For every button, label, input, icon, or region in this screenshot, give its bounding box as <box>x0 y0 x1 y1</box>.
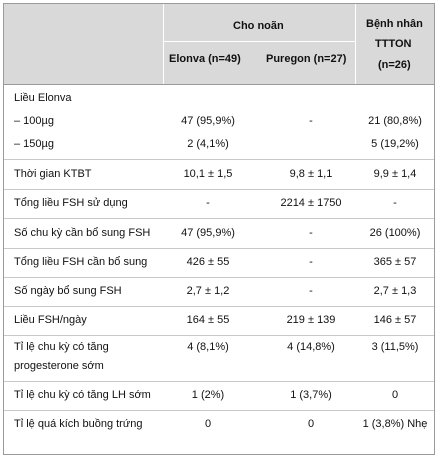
cell-elonva: 164 ± 55 <box>186 314 230 326</box>
header-group-label: Cho noãn <box>233 20 284 32</box>
header-elonva: Elonva (n=49) <box>169 53 241 65</box>
cell-patient: - <box>393 197 397 209</box>
row-label: Số ngày bổ sung FSH <box>14 285 122 297</box>
row-divider <box>4 410 434 411</box>
row-label: Tỉ lệ quá kích buồng trứng <box>14 418 143 430</box>
header-divider <box>163 4 164 84</box>
cell-elonva: 10,1 ± 1,5 <box>183 168 233 180</box>
cell-puregon: 219 ± 139 <box>286 314 336 326</box>
row-label: Tổng liều FSH sử dụng <box>14 197 128 209</box>
cell-puregon: - <box>309 256 313 268</box>
cell-elonva: 2,7 ± 1,2 <box>186 285 230 297</box>
header-patient-line3: (n=26) <box>378 59 411 71</box>
row-label-line2: progesterone sớm <box>14 360 104 372</box>
cell-patient: 21 (80,8%) <box>368 115 422 127</box>
cell-patient: 1 (3,8%) Nhẹ <box>362 418 428 430</box>
cell-patient: 5 (19,2%) <box>371 138 419 150</box>
cell-patient: 365 ± 57 <box>373 256 417 268</box>
row-label: – 100µg <box>14 115 54 127</box>
row-label: Tổng liều FSH cần bổ sung <box>14 256 148 268</box>
cell-patient: 0 <box>391 389 399 401</box>
cell-puregon: 0 <box>307 418 315 430</box>
cell-elonva: 47 (95,9%) <box>181 227 235 239</box>
cell-puregon: - <box>309 227 313 239</box>
cell-puregon: - <box>309 285 313 297</box>
cell-patient: 146 ± 57 <box>373 314 417 326</box>
header-patient-line2: TTTON <box>375 38 412 50</box>
header-divider <box>355 4 356 84</box>
cell-elonva: 1 (2%) <box>191 389 225 401</box>
row-divider <box>4 159 434 160</box>
row-divider <box>4 248 434 249</box>
cell-elonva: 47 (95,9%) <box>181 115 235 127</box>
cell-elonva: 426 ± 55 <box>186 256 230 268</box>
row-label: Tỉ lệ chu kỳ có tăng <box>14 341 109 353</box>
cell-puregon: 9,8 ± 1,1 <box>289 168 333 180</box>
cell-elonva: 0 <box>204 418 212 430</box>
row-label: Thời gian KTBT <box>14 168 92 180</box>
cell-puregon: - <box>309 115 313 127</box>
table-header: Cho noãn Elonva (n=49) Puregon (n=27) Bệ… <box>4 4 434 85</box>
header-puregon: Puregon (n=27) <box>266 53 347 65</box>
cell-elonva: 2 (4,1%) <box>187 138 229 150</box>
cell-puregon: 2214 ± 1750 <box>280 197 342 209</box>
cell-patient: 9,9 ± 1,4 <box>373 168 417 180</box>
cell-patient: 3 (11,5%) <box>371 341 419 353</box>
cell-patient: 26 (100%) <box>369 227 421 239</box>
row-label: Tỉ lệ chu kỳ có tăng LH sớm <box>14 389 151 401</box>
row-label: Liều FSH/ngày <box>14 314 87 326</box>
row-divider <box>4 189 434 190</box>
cell-elonva: - <box>206 197 210 209</box>
header-divider <box>163 41 355 42</box>
data-table: Cho noãn Elonva (n=49) Puregon (n=27) Bệ… <box>3 3 435 455</box>
row-divider <box>4 218 434 219</box>
row-label: Liều Elonva <box>14 92 72 104</box>
row-divider <box>4 306 434 307</box>
cell-patient: 2,7 ± 1,3 <box>373 285 417 297</box>
row-divider <box>4 381 434 382</box>
row-divider <box>4 277 434 278</box>
header-patient-line1: Bệnh nhân <box>366 18 423 30</box>
cell-elonva: 4 (8,1%) <box>187 341 229 353</box>
row-divider <box>4 335 434 336</box>
cell-puregon: 1 (3,7%) <box>290 389 332 401</box>
cell-puregon: 4 (14,8%) <box>287 341 335 353</box>
row-label: Số chu kỳ cần bổ sung FSH <box>14 227 151 239</box>
row-label: – 150µg <box>14 138 54 150</box>
